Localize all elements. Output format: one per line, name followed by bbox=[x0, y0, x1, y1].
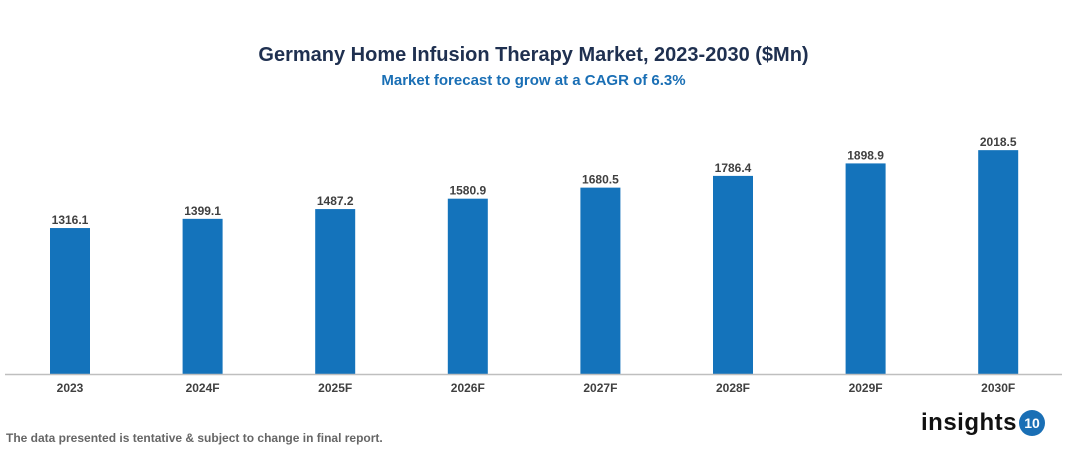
data-label: 1786.4 bbox=[715, 161, 752, 175]
x-tick-label: 2027F bbox=[583, 381, 617, 395]
x-tick-label: 2025F bbox=[318, 381, 352, 395]
x-tick-label: 2024F bbox=[186, 381, 220, 395]
data-label: 1580.9 bbox=[449, 184, 486, 198]
data-label: 1680.5 bbox=[582, 173, 619, 187]
bar-2027F bbox=[580, 187, 621, 374]
x-tick-label: 2026F bbox=[451, 381, 485, 395]
x-tick-label: 2029F bbox=[849, 381, 883, 395]
data-label: 1898.9 bbox=[847, 148, 884, 162]
bar-2029F bbox=[845, 163, 886, 374]
logo-badge: 10 bbox=[1019, 410, 1046, 436]
logo-text: insights bbox=[921, 409, 1018, 436]
data-label: 1399.1 bbox=[184, 204, 221, 218]
data-label: 2018.5 bbox=[980, 135, 1017, 149]
bar-2028F bbox=[713, 175, 753, 374]
insights10-logo: insights 10 bbox=[921, 409, 1046, 437]
bar-2023 bbox=[50, 228, 90, 374]
bar-2025F bbox=[315, 209, 356, 374]
bar-2030F bbox=[978, 150, 1019, 374]
x-tick-label: 2028F bbox=[716, 381, 750, 395]
x-tick-label: 2030F bbox=[981, 381, 1015, 395]
bar-2026F bbox=[447, 198, 488, 374]
x-tick-label: 2023 bbox=[57, 381, 84, 395]
data-label: 1487.2 bbox=[317, 194, 354, 208]
chart-subtitle: Market forecast to grow at a CAGR of 6.3… bbox=[381, 72, 686, 89]
bar-2024F bbox=[182, 218, 223, 374]
chart-title: Germany Home Infusion Therapy Market, 20… bbox=[258, 44, 809, 66]
disclaimer-note: The data presented is tentative & subjec… bbox=[6, 431, 383, 445]
data-label: 1316.1 bbox=[52, 213, 89, 227]
